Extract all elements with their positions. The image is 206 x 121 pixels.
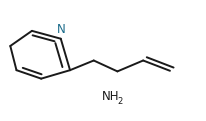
Text: 2: 2 [117,97,123,106]
Text: N: N [56,23,65,36]
Text: NH: NH [102,90,119,103]
